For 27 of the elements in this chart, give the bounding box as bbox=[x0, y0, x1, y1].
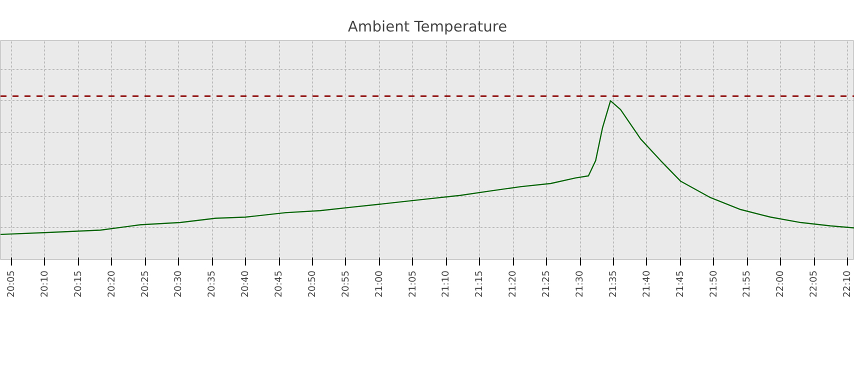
x-tick-label: 20:55 bbox=[340, 270, 352, 298]
x-tick-label: 21:20 bbox=[508, 270, 519, 298]
x-tick-label: 21:50 bbox=[708, 270, 720, 298]
x-tick-label: 20:10 bbox=[39, 270, 50, 298]
chart-title: Ambient Temperature bbox=[348, 18, 508, 36]
x-tick-label: 22:10 bbox=[842, 270, 854, 298]
x-tick-label: 21:35 bbox=[608, 270, 619, 298]
x-tick-label: 20:25 bbox=[140, 270, 151, 298]
x-tick-label: 21:55 bbox=[742, 270, 753, 298]
x-tick-label: 21:15 bbox=[474, 270, 486, 298]
x-tick-label: 22:05 bbox=[808, 270, 820, 298]
x-tick-label: 20:15 bbox=[72, 270, 84, 298]
x-tick-label: 20:20 bbox=[106, 270, 118, 298]
x-tick-label: 21:25 bbox=[541, 270, 552, 298]
x-tick-label: 20:45 bbox=[274, 270, 285, 298]
x-tick-label: 20:35 bbox=[206, 270, 218, 298]
x-tick-label: 20:50 bbox=[306, 270, 318, 298]
x-tick-label: 20:05 bbox=[6, 270, 17, 298]
x-tick-label: 21:00 bbox=[374, 270, 385, 298]
x-tick-label: 21:05 bbox=[407, 270, 418, 298]
x-tick-label: 21:30 bbox=[574, 270, 586, 298]
x-tick-label: 20:30 bbox=[173, 270, 184, 298]
x-tick-label: 22:00 bbox=[775, 270, 786, 298]
x-tick-label: 21:10 bbox=[440, 270, 452, 298]
x-tick-label: 20:40 bbox=[240, 270, 252, 298]
x-tick-label: 21:40 bbox=[641, 270, 652, 298]
x-tick-label: 21:45 bbox=[674, 270, 686, 298]
